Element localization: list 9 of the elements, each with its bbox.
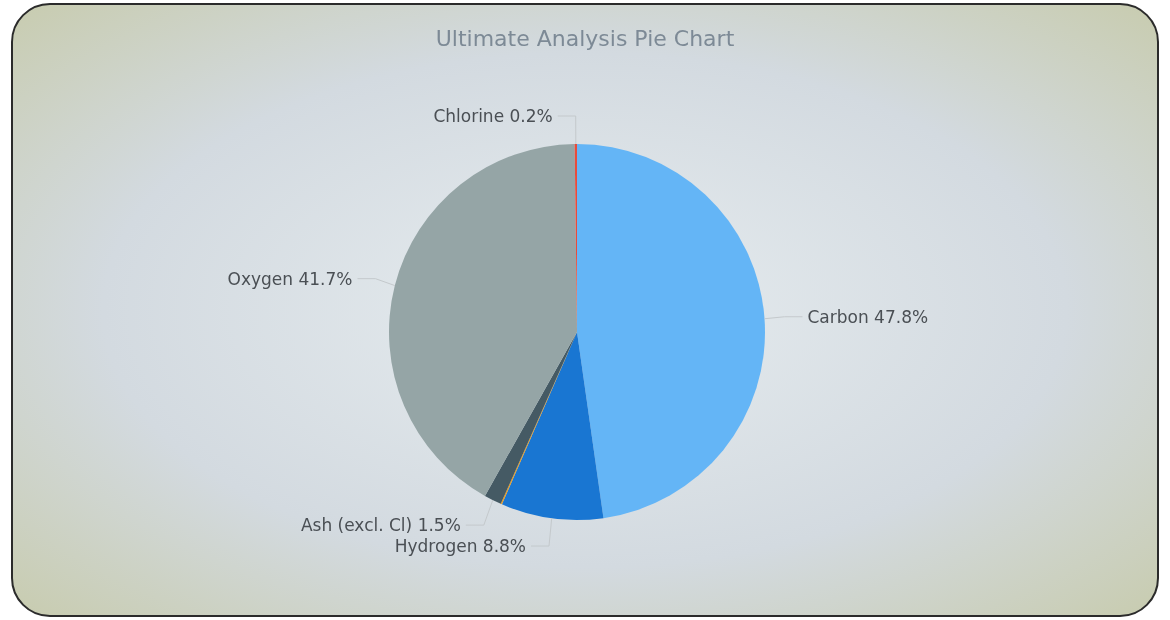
slice-label: Carbon 47.8% [807,306,929,327]
slice-label: Oxygen 41.7% [227,268,353,289]
slice-label: Chlorine 0.2% [433,105,553,126]
pie-slice [577,144,765,519]
pie-slice [501,332,604,520]
slice-label: Hydrogen 8.8% [394,535,527,556]
chart-title: Ultimate Analysis Pie Chart [435,26,735,51]
pie-slice [389,144,577,496]
slice-label: Ash (excl. Cl) 1.5% [300,515,461,536]
